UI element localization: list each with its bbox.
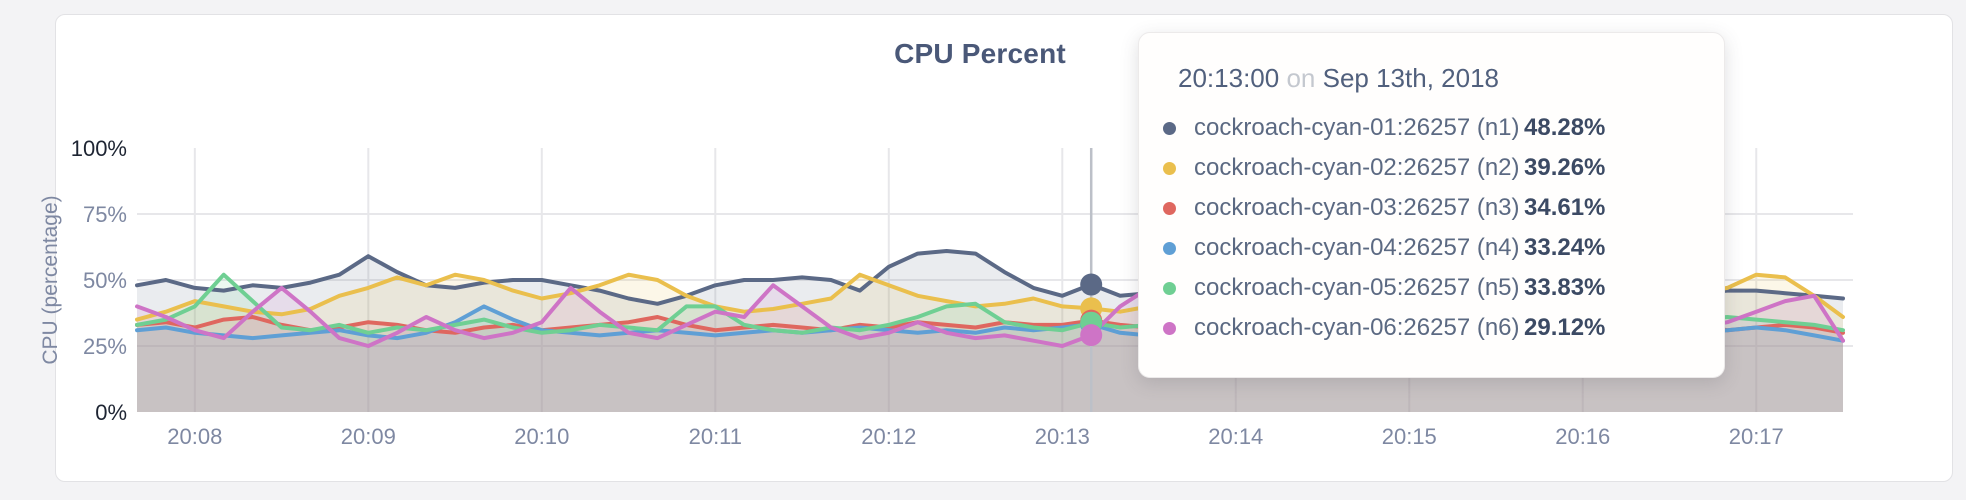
series-color-dot-icon [1163, 241, 1176, 255]
x-axis-tick-label: 20:15 [1382, 424, 1437, 449]
x-axis-tick-label: 20:11 [689, 424, 742, 449]
x-axis-tick-label: 20:10 [514, 424, 569, 449]
tooltip-series-value: 29.12% [1524, 314, 1606, 341]
chart-title: CPU Percent [894, 38, 1066, 69]
series-color-dot-icon [1163, 281, 1176, 295]
tooltip-series-name: cockroach-cyan-01:26257 (n1) [1194, 114, 1520, 141]
tooltip-series-value: 34.61% [1524, 194, 1606, 221]
x-axis-tick-label: 20:16 [1555, 424, 1610, 449]
tooltip-series-value: 33.83% [1524, 274, 1606, 301]
hover-tooltip: 20:13:00 on Sep 13th, 2018 cockroach-cya… [1138, 32, 1725, 378]
y-axis-tick-label: 75% [83, 202, 127, 227]
y-axis-tick-label: 25% [83, 334, 127, 359]
tooltip-series-name: cockroach-cyan-03:26257 (n3) [1194, 194, 1520, 221]
tooltip-series-row: cockroach-cyan-01:26257 (n1) 48.28% [1163, 108, 1700, 148]
tooltip-series-name: cockroach-cyan-02:26257 (n2) [1194, 154, 1520, 181]
tooltip-series-name: cockroach-cyan-05:26257 (n5) [1194, 274, 1520, 301]
tooltip-series-name: cockroach-cyan-04:26257 (n4) [1194, 234, 1520, 261]
tooltip-series-row: cockroach-cyan-06:26257 (n6) 29.12% [1163, 308, 1700, 348]
hover-point-n6 [1080, 324, 1103, 347]
x-axis-tick-label: 20:13 [1035, 424, 1090, 449]
tooltip-time: 20:13:00 [1178, 63, 1280, 93]
tooltip-conjunction: on [1286, 63, 1316, 93]
tooltip-series-name: cockroach-cyan-06:26257 (n6) [1194, 314, 1520, 341]
tooltip-header: 20:13:00 on Sep 13th, 2018 [1178, 63, 1700, 94]
tooltip-series-row: cockroach-cyan-03:26257 (n3) 34.61% [1163, 188, 1700, 228]
series-color-dot-icon [1163, 201, 1176, 215]
y-axis-tick-label: 100% [71, 136, 127, 161]
x-axis-tick-label: 20:17 [1729, 424, 1784, 449]
tooltip-series-value: 39.26% [1524, 154, 1606, 181]
x-axis-tick-label: 20:14 [1208, 424, 1263, 449]
tooltip-series-row: cockroach-cyan-04:26257 (n4) 33.24% [1163, 228, 1700, 268]
series-color-dot-icon [1163, 161, 1176, 175]
tooltip-series-row: cockroach-cyan-02:26257 (n2) 39.26% [1163, 148, 1700, 188]
y-axis-tick-label: 50% [83, 268, 127, 293]
x-axis-tick-label: 20:09 [341, 424, 396, 449]
tooltip-date: Sep 13th, 2018 [1322, 63, 1499, 93]
tooltip-series-value: 48.28% [1524, 114, 1606, 141]
x-axis-tick-label: 20:08 [167, 424, 222, 449]
tooltip-series-value: 33.24% [1524, 234, 1606, 261]
tooltip-rows: cockroach-cyan-01:26257 (n1) 48.28% cockro… [1163, 108, 1700, 348]
series-color-dot-icon [1163, 121, 1176, 135]
hover-point-n1 [1080, 273, 1103, 296]
y-axis-tick-label: 0% [95, 400, 127, 425]
series-color-dot-icon [1163, 321, 1176, 335]
y-axis-title: CPU (percentage) [39, 195, 62, 364]
x-axis-tick-label: 20:12 [861, 424, 916, 449]
series-area-n6 [137, 285, 1843, 412]
tooltip-series-row: cockroach-cyan-05:26257 (n5) 33.83% [1163, 268, 1700, 308]
